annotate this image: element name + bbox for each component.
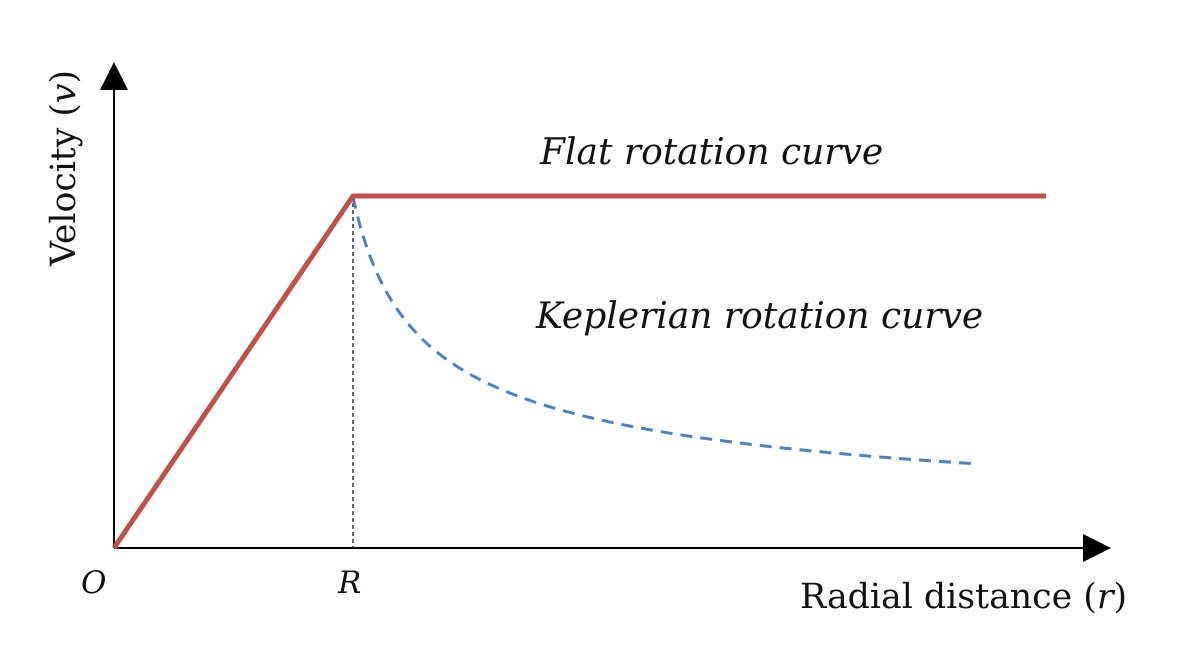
x-axis-title: Radial distance (r) [800,577,1127,617]
y-axis-symbol: v [44,83,84,103]
keplerian-curve-label: Keplerian rotation curve [535,296,983,337]
x-axis-arrowhead [1083,534,1111,562]
y-axis-arrowhead [100,62,128,90]
x-axis-label-text: Radial distance [800,577,1072,617]
flat-curve-label: Flat rotation curve [539,132,883,173]
x-axis-open-paren: ( [1083,577,1097,617]
keplerian-curve [351,196,975,466]
x-axis-close-paren: ) [1113,577,1127,617]
x-axis-symbol: r [1097,577,1116,617]
origin-label: O [81,565,106,601]
y-axis-open-paren: ( [44,103,84,117]
y-axis-title: Velocity (v) [44,70,84,267]
y-axis-label-text: Velocity [44,127,84,267]
radius-label: R [337,565,361,601]
y-axis-close-paren: ) [44,70,84,84]
flat-rotation-curve [111,193,1046,550]
